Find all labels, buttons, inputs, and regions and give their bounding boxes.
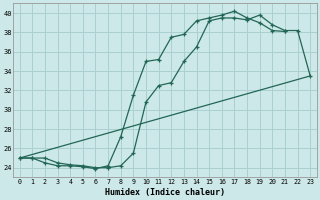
- X-axis label: Humidex (Indice chaleur): Humidex (Indice chaleur): [105, 188, 225, 197]
